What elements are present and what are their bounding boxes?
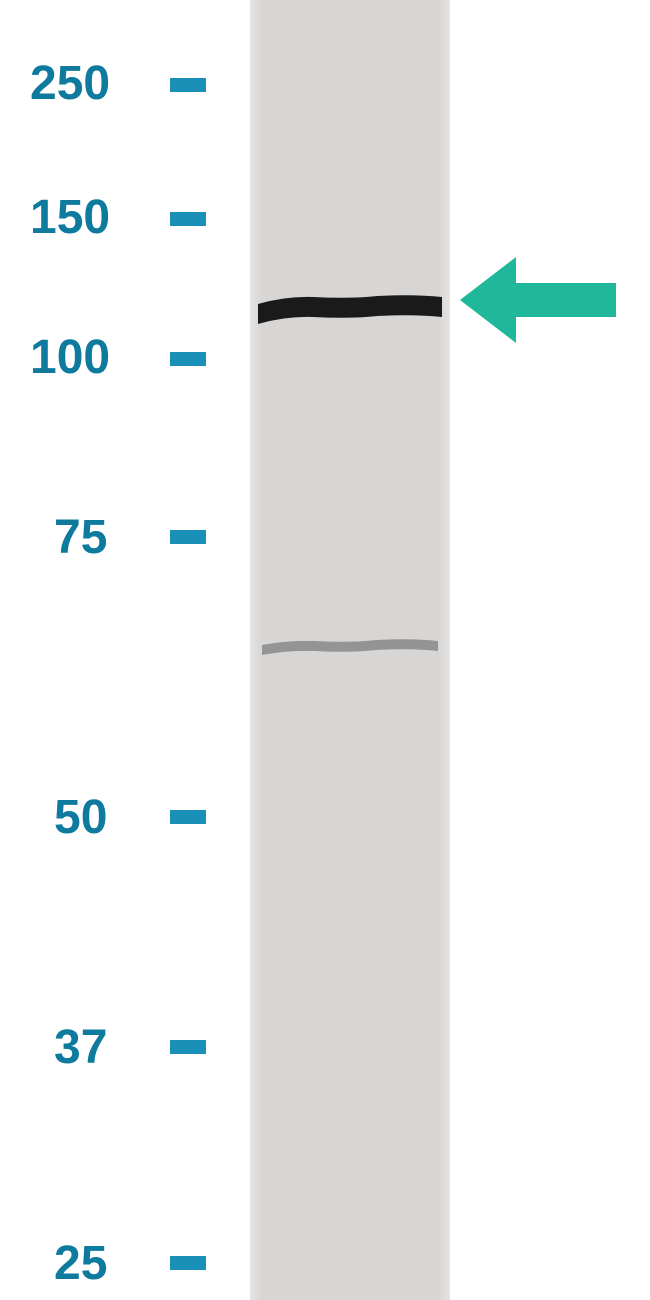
marker-tick-25 — [170, 1256, 206, 1270]
marker-label-250: 250 — [30, 56, 110, 111]
secondary-band — [262, 630, 438, 660]
marker-label-50: 50 — [54, 790, 107, 845]
target-arrow-icon — [460, 257, 616, 343]
marker-tick-150 — [170, 212, 206, 226]
marker-tick-75 — [170, 530, 206, 544]
marker-tick-37 — [170, 1040, 206, 1054]
marker-tick-250 — [170, 78, 206, 92]
arrow-shaft — [516, 283, 616, 317]
arrow-head — [460, 257, 516, 343]
marker-label-100: 100 — [30, 330, 110, 385]
marker-label-75: 75 — [54, 510, 107, 565]
primary-band — [258, 286, 442, 326]
marker-label-150: 150 — [30, 190, 110, 245]
western-blot: 250 150 100 75 50 37 25 — [0, 0, 650, 1300]
marker-tick-100 — [170, 352, 206, 366]
marker-label-25: 25 — [54, 1236, 107, 1291]
marker-tick-50 — [170, 810, 206, 824]
marker-label-37: 37 — [54, 1020, 107, 1075]
